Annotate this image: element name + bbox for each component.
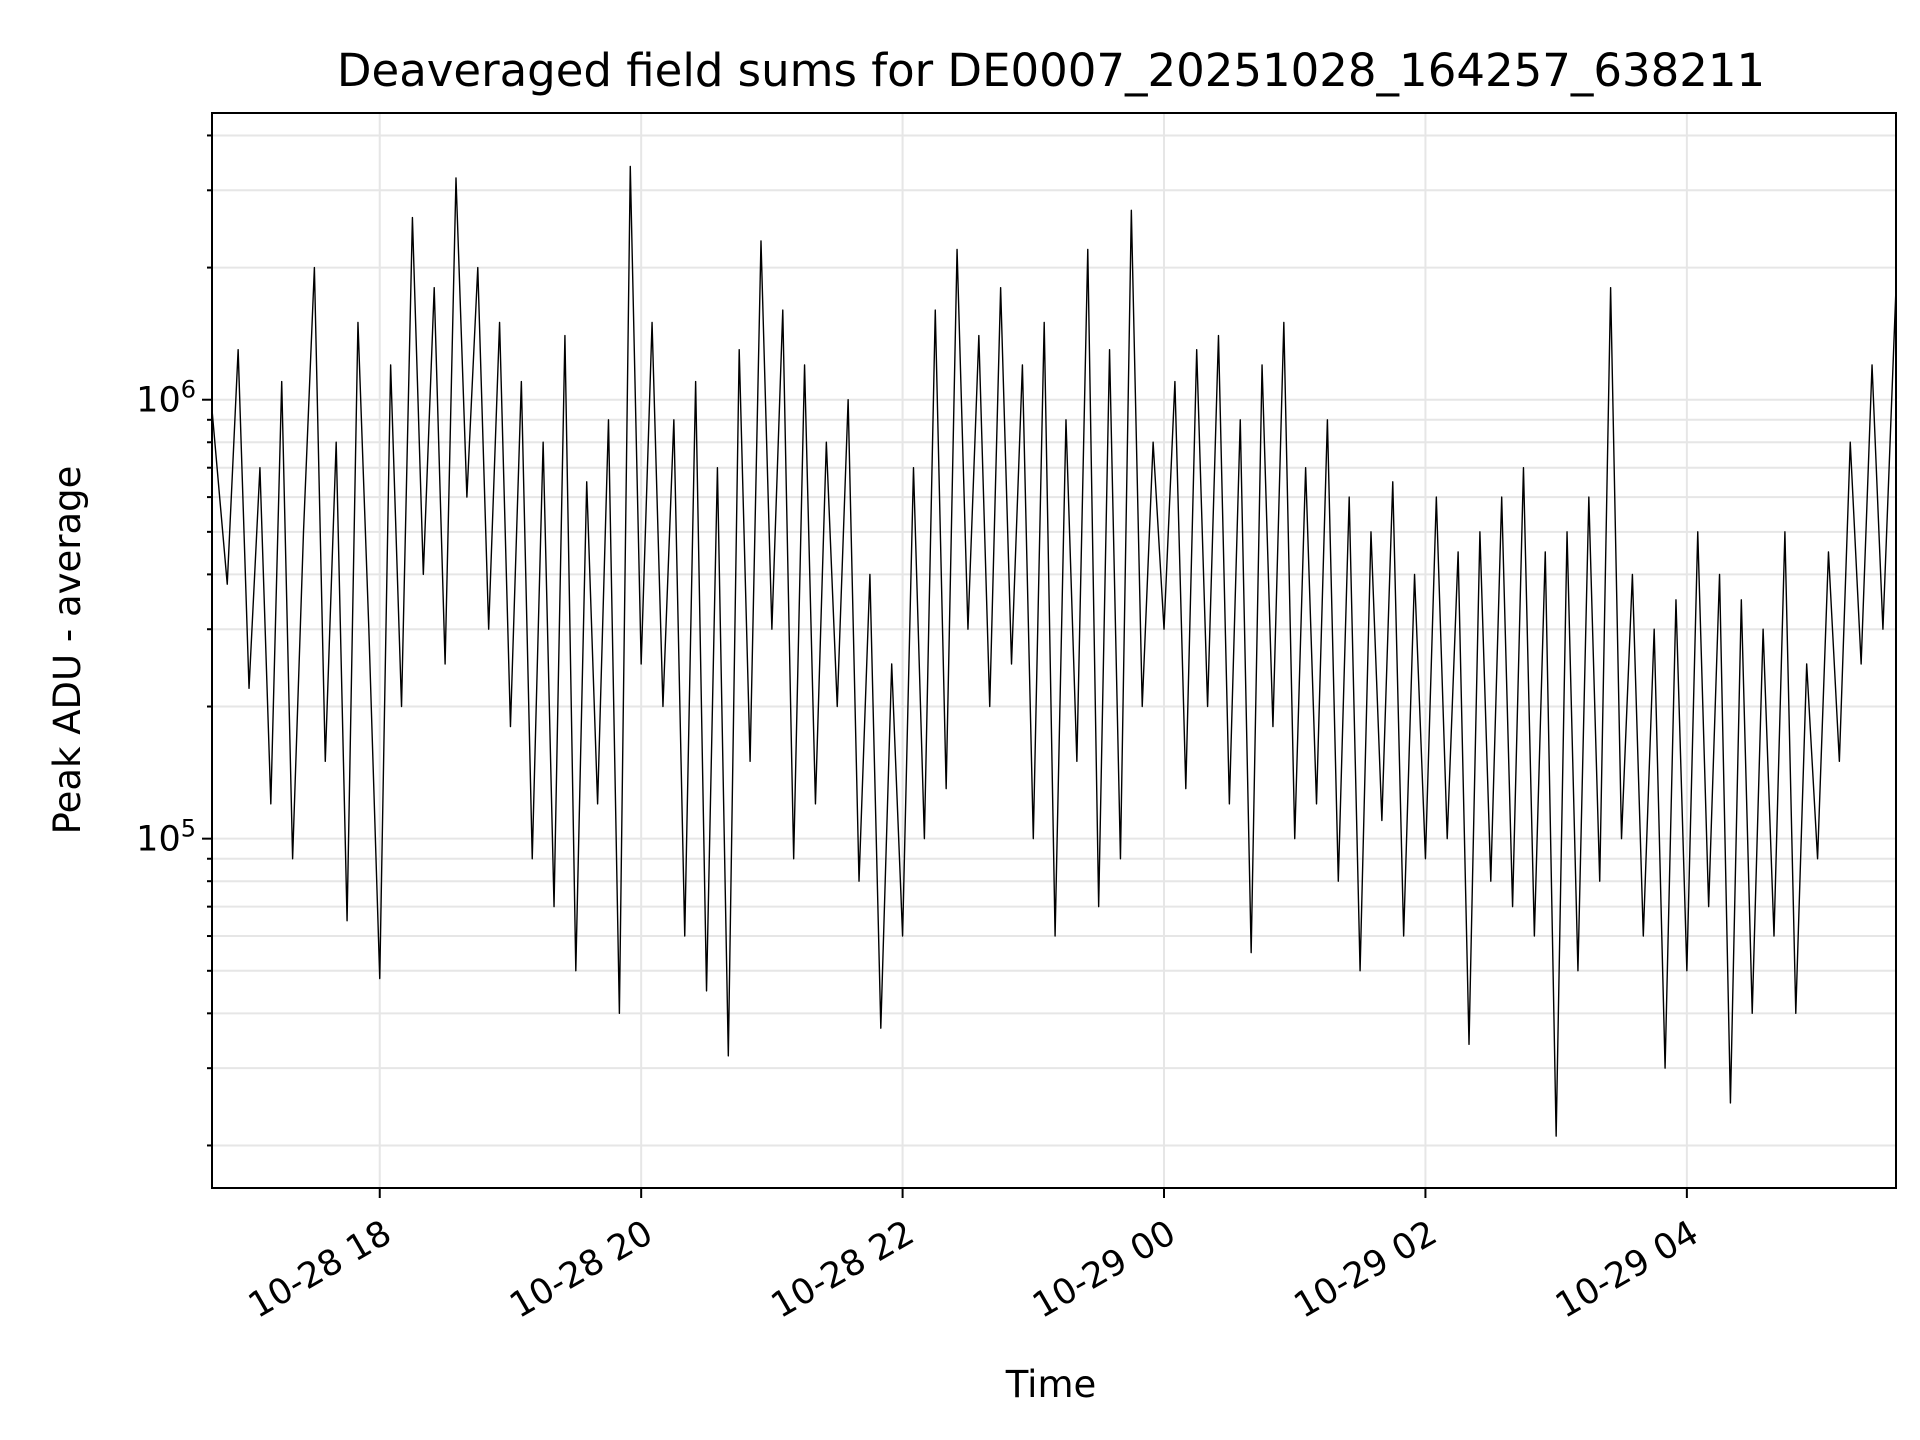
y-tick-label: 106 <box>136 376 196 421</box>
y-tick-label: 105 <box>136 815 196 860</box>
y-axis-ticks: 105 106 <box>136 134 212 1147</box>
plot-frame <box>211 112 1897 1189</box>
series-line <box>211 165 1897 1137</box>
chart-title: Deaveraged field sums for DE0007_2025102… <box>337 44 1765 97</box>
y-axis-label: Peak ADU - average <box>46 466 89 835</box>
plot-series <box>211 165 1897 1137</box>
x-axis-label: Time <box>1005 1363 1097 1406</box>
